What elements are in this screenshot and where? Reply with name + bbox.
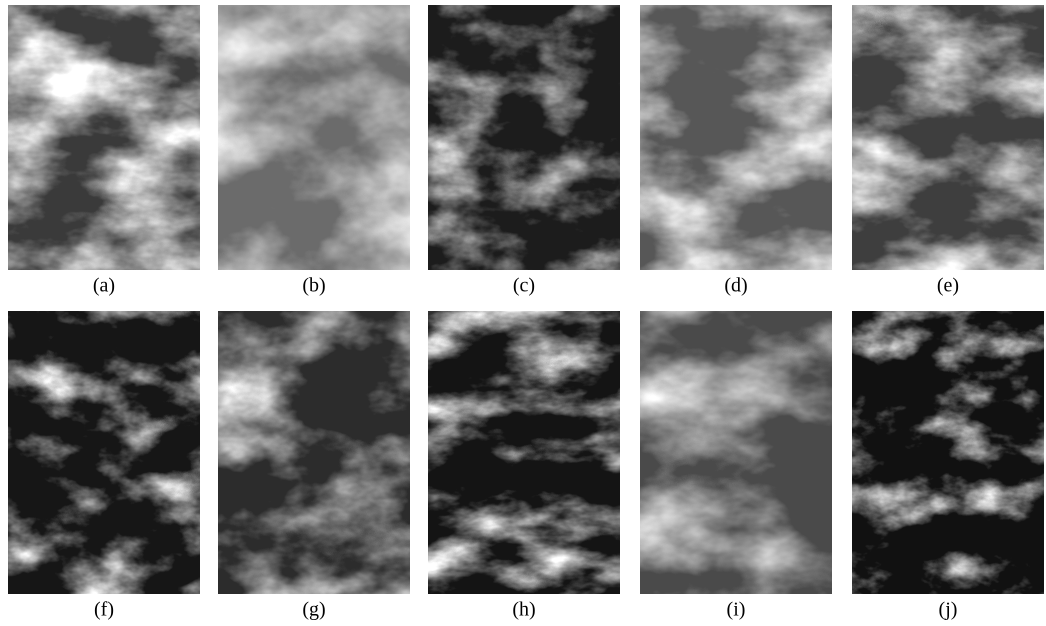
panel-caption: (c) xyxy=(513,275,535,297)
cloud-texture xyxy=(852,311,1044,594)
satellite-image xyxy=(428,5,620,270)
panel-caption: (e) xyxy=(937,275,959,297)
cloud-texture xyxy=(640,311,832,594)
satellite-image xyxy=(8,311,200,594)
satellite-image xyxy=(218,311,410,594)
cloud-texture xyxy=(8,5,200,270)
cloud-texture xyxy=(852,5,1044,270)
cloud-texture xyxy=(640,5,832,270)
panel-caption: (f) xyxy=(94,599,114,621)
satellite-image xyxy=(640,5,832,270)
satellite-image xyxy=(852,311,1044,594)
satellite-image xyxy=(428,311,620,594)
cloud-texture xyxy=(218,311,410,594)
panel-caption: (d) xyxy=(724,275,747,297)
satellite-image xyxy=(8,5,200,270)
cloud-texture xyxy=(8,311,200,594)
panel-caption: (j) xyxy=(939,599,958,621)
panel-caption: (b) xyxy=(302,275,325,297)
panel-caption: (a) xyxy=(93,275,115,297)
page: {"figure": {"panels": [ {"label": "(a)"}… xyxy=(0,0,1046,626)
satellite-image xyxy=(218,5,410,270)
cloud-texture xyxy=(428,311,620,594)
cloud-texture xyxy=(428,5,620,270)
panel-caption: (i) xyxy=(727,599,746,621)
satellite-image xyxy=(640,311,832,594)
satellite-image xyxy=(852,5,1044,270)
panel-caption: (h) xyxy=(512,599,535,621)
cloud-texture xyxy=(218,5,410,270)
panel-caption: (g) xyxy=(302,599,325,621)
figure: (a) (b) (c) (d) (e) (f) (g) (h) (i) (j) xyxy=(0,0,1046,626)
